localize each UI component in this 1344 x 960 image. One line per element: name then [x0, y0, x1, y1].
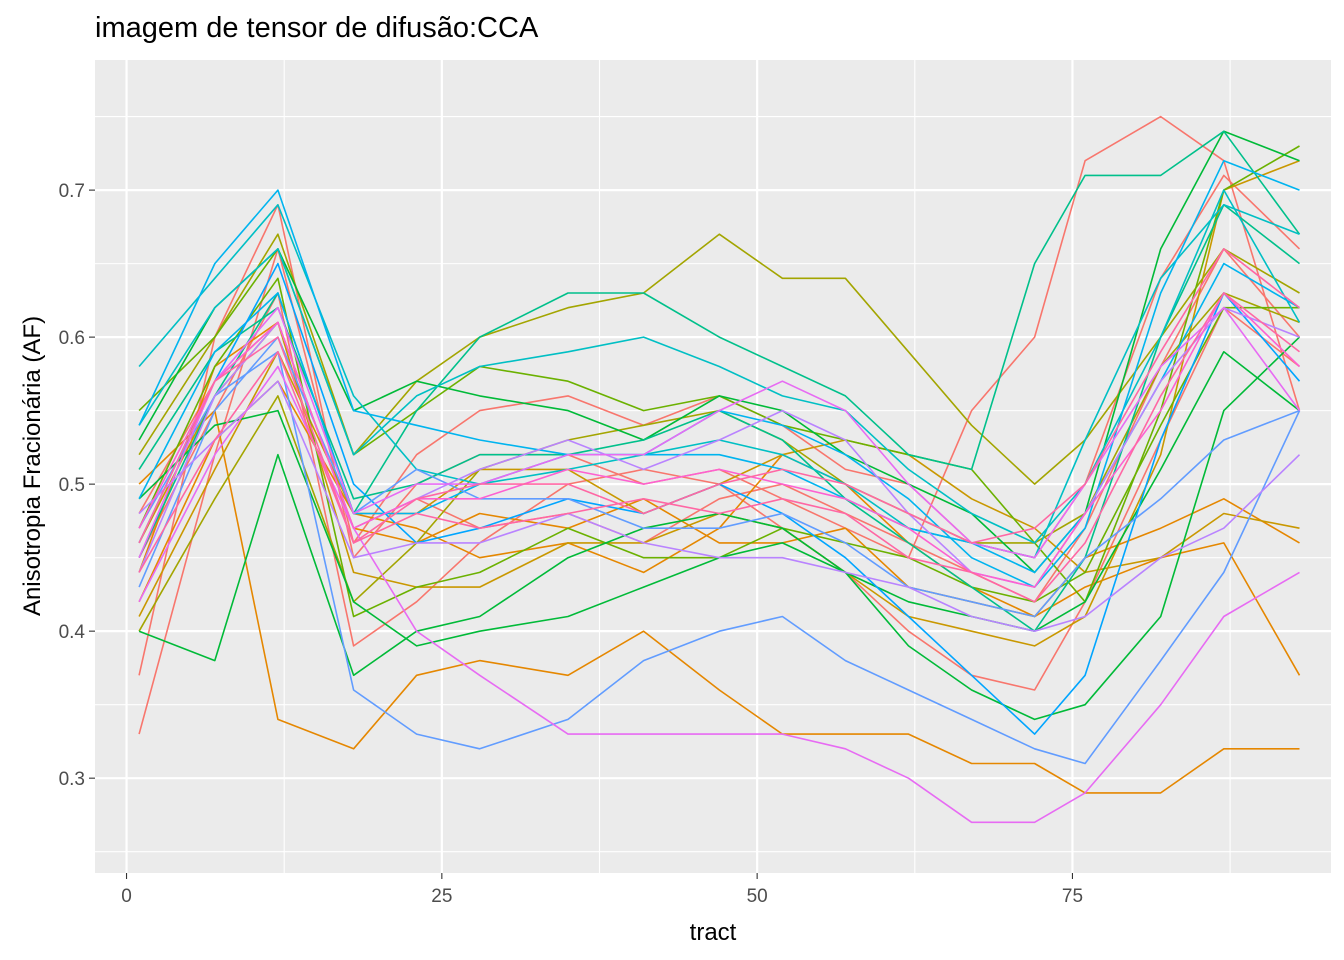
series-line-21 [138, 159, 1300, 588]
series-line-10 [138, 233, 1300, 485]
y-axis-title: Anisotropia Fracionária (AF) [19, 316, 46, 616]
series-line-6 [138, 409, 1300, 794]
series-line-23 [138, 262, 1301, 735]
series-line-29 [138, 306, 1301, 559]
x-tick-label: 0 [121, 886, 132, 907]
y-tick-label: 0.6 [59, 328, 85, 349]
series-line-26 [138, 380, 1301, 633]
series-line-28 [138, 365, 1300, 824]
axis-layer: 0 25 50 75 0.3 0.4 0.5 0.6 0.7 [59, 181, 1083, 907]
series-line-16 [138, 350, 1300, 647]
x-tick-label: 50 [747, 886, 768, 907]
chart-title: imagem de tensor de difusão:CCA [95, 12, 539, 44]
y-tick-label: 0.4 [59, 622, 86, 643]
y-tick-label: 0.7 [59, 181, 85, 202]
y-tick-label: 0.5 [59, 475, 85, 496]
y-tick-label: 0.3 [59, 769, 85, 790]
series-line-20 [138, 189, 1301, 544]
series-line-24 [138, 350, 1301, 765]
series-line-5 [138, 380, 1300, 618]
series-line-32 [138, 248, 1300, 573]
plot-panel [95, 60, 1331, 873]
series-line-2 [138, 115, 1301, 676]
x-axis-title: tract [690, 919, 737, 946]
series-line-31 [138, 292, 1300, 603]
series-line-25 [138, 336, 1300, 618]
x-tick-label: 75 [1062, 886, 1083, 907]
x-tick-label: 25 [431, 886, 452, 907]
series-line-19 [138, 204, 1300, 559]
series-layer [138, 115, 1301, 824]
series-line-15 [138, 130, 1300, 574]
